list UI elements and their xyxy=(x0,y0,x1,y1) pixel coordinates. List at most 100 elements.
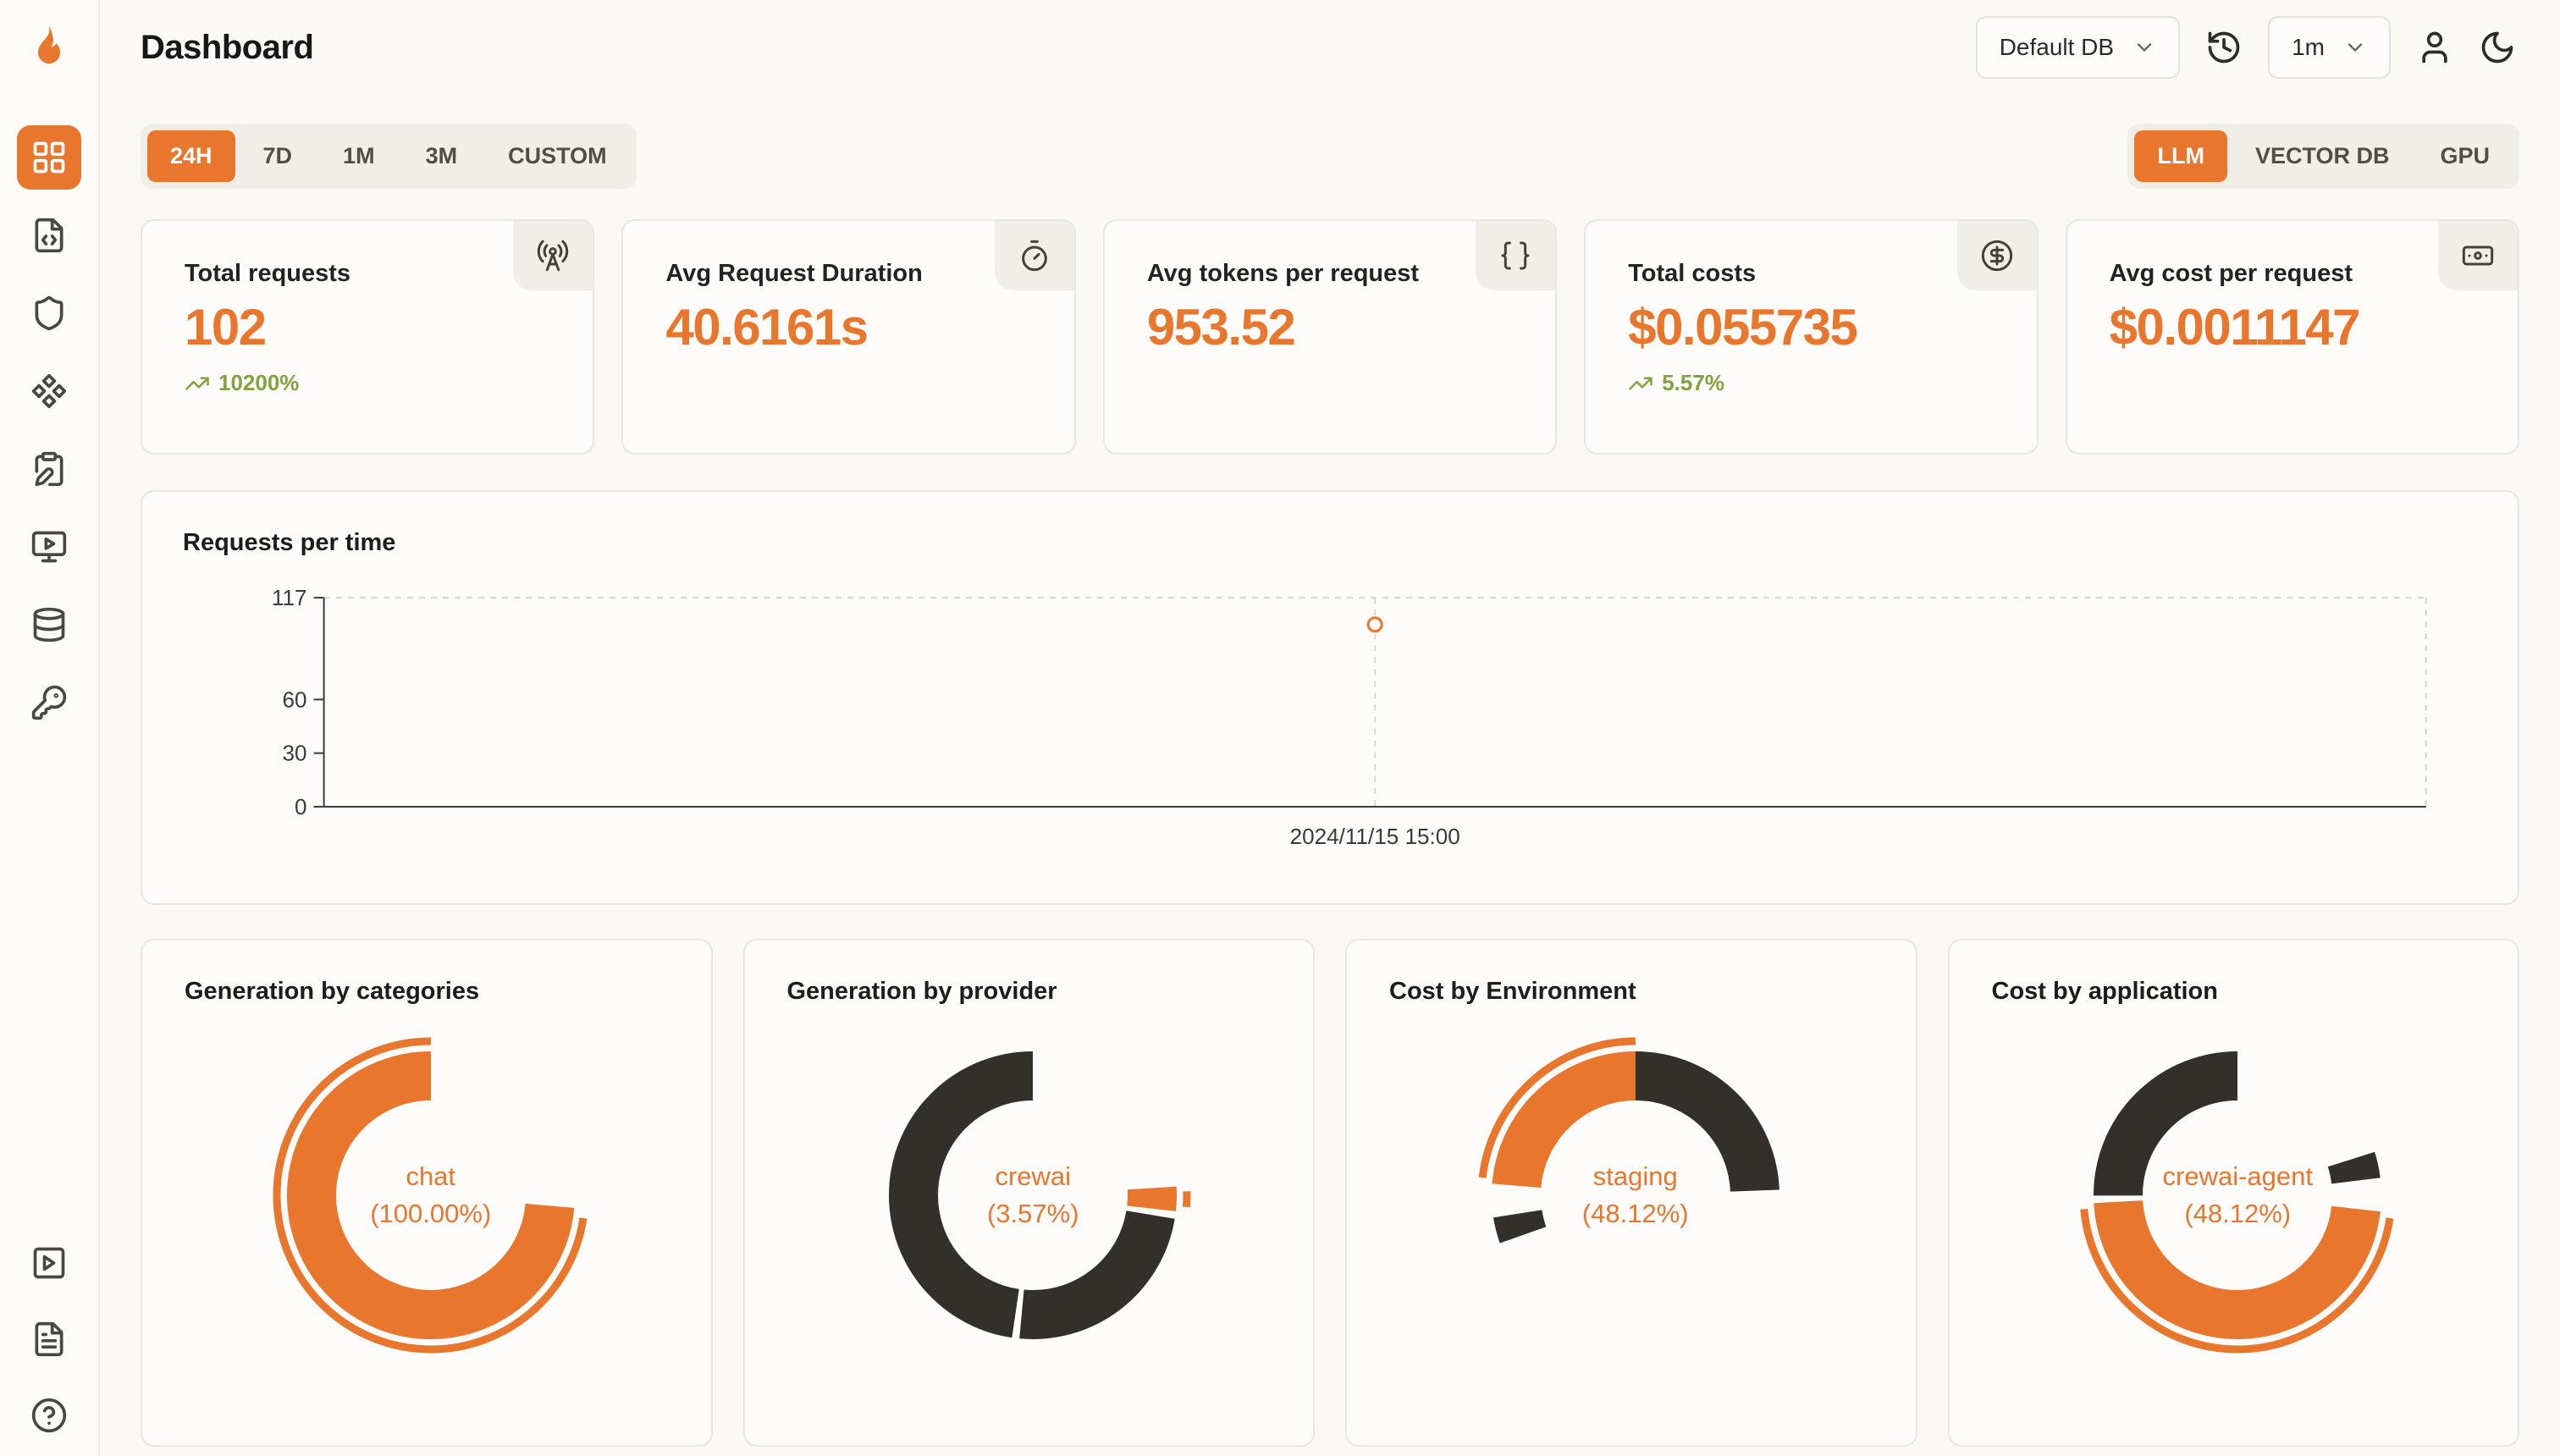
braces-icon xyxy=(1501,241,1530,270)
stat-label: Avg cost per request xyxy=(2109,260,2353,287)
stat-change: 5.57% xyxy=(1628,370,2002,396)
database-select[interactable]: Default DB xyxy=(1975,16,2181,79)
database-select-value: Default DB xyxy=(1999,34,2115,60)
generation-by-provider-card: Generation by provider crewai (3.57%) xyxy=(742,939,1315,1447)
sidebar-item-requests[interactable] xyxy=(17,203,81,267)
stat-card-avg-duration: Avg Request Duration 40.6161s xyxy=(621,219,1076,455)
donut-row: Generation by categories chat (100.00%) … xyxy=(141,939,2519,1447)
stat-card-avg-tokens: Avg tokens per request 953.52 xyxy=(1102,219,1558,455)
application-donut-chart[interactable]: crewai-agent (48.12%) xyxy=(2068,1026,2407,1365)
theme-toggle-button[interactable] xyxy=(2479,29,2516,66)
sidebar-item-integrations[interactable] xyxy=(17,359,81,423)
cost-by-environment-card: Cost by Environment staging (48.12%) xyxy=(1345,939,1917,1447)
file-code-icon xyxy=(35,218,63,253)
trending-up-icon xyxy=(185,377,209,389)
tab-gpu[interactable]: GPU xyxy=(2417,130,2513,182)
tab-7d[interactable]: 7D xyxy=(240,130,316,182)
stat-card-avg-cost: Avg cost per request $0.0011147 xyxy=(2065,219,2520,455)
stat-label: Avg tokens per request xyxy=(1146,260,1420,287)
sidebar-item-api-keys[interactable] xyxy=(17,670,81,735)
interval-select-value: 1m xyxy=(2292,34,2325,60)
timer-icon xyxy=(1021,240,1047,272)
sidebar-item-playground[interactable] xyxy=(17,515,81,579)
clipboard-pen-icon xyxy=(35,451,63,487)
chart-title: Cost by Environment xyxy=(1389,978,1636,1005)
tab-llm[interactable]: LLM xyxy=(2134,130,2227,182)
filter-row: 24H 7D 1M 3M CUSTOM LLM VECTOR DB GPU xyxy=(141,124,2519,189)
sidebar-item-getting-started[interactable] xyxy=(17,1231,81,1295)
provider-donut-chart[interactable]: crewai (3.57%) xyxy=(863,1026,1202,1365)
refresh-rate-button[interactable] xyxy=(2205,29,2243,66)
donut-svg-host xyxy=(1466,1026,1805,1365)
svg-text:0: 0 xyxy=(295,794,307,819)
svg-text:60: 60 xyxy=(283,687,307,712)
stat-badge xyxy=(513,221,593,290)
stat-badge xyxy=(994,221,1074,290)
circle-help-icon xyxy=(31,1398,67,1433)
stat-badge xyxy=(1476,221,1556,290)
moon-icon xyxy=(2481,31,2513,63)
sidebar-bottom-nav xyxy=(17,1231,81,1456)
sidebar-item-prompts[interactable] xyxy=(17,437,81,501)
tab-24h[interactable]: 24H xyxy=(147,130,235,182)
sidebar-item-support[interactable] xyxy=(17,1383,81,1448)
stat-card-total-costs: Total costs $0.055735 5.57% xyxy=(1584,219,2039,455)
square-play-icon xyxy=(33,1247,65,1279)
stat-label: Total costs xyxy=(1628,260,1757,287)
header: Dashboard Default DB 1m xyxy=(100,0,2560,95)
tab-3m[interactable]: 3M xyxy=(403,130,481,182)
stat-badge xyxy=(2438,221,2519,290)
generation-by-categories-card: Generation by categories chat (100.00%) xyxy=(141,939,713,1447)
sidebar-item-exceptions[interactable] xyxy=(17,281,81,345)
profile-button[interactable] xyxy=(2416,29,2453,66)
layout-grid-icon xyxy=(33,141,65,174)
requests-line-chart[interactable]: 0 30 60 117 2024/11/15 15:00 xyxy=(183,579,2477,859)
sidebar-item-dashboard[interactable] xyxy=(17,125,81,190)
component-icon xyxy=(31,373,67,409)
tab-custom[interactable]: CUSTOM xyxy=(485,130,630,182)
donut-svg-host xyxy=(2068,1026,2407,1365)
chevron-down-icon xyxy=(2348,43,2363,52)
tab-1m[interactable]: 1M xyxy=(320,130,398,182)
tab-vector-db[interactable]: VECTOR DB xyxy=(2232,130,2413,182)
monitor-play-icon xyxy=(31,531,67,563)
source-tabs: LLM VECTOR DB GPU xyxy=(2127,124,2519,189)
stats-row: Total requests 102 10200% Avg Request Du… xyxy=(141,219,2520,455)
stat-value: 953.52 xyxy=(1146,299,1296,356)
stat-value: 102 xyxy=(185,299,267,356)
stat-change-value: 5.57% xyxy=(1662,370,1724,395)
time-range-tabs: 24H 7D 1M 3M CUSTOM xyxy=(141,124,637,189)
content: 24H 7D 1M 3M CUSTOM LLM VECTOR DB GPU xyxy=(100,95,2560,1456)
sidebar-item-databases[interactable] xyxy=(17,593,81,657)
main-area: Dashboard Default DB 1m xyxy=(100,0,2560,1456)
sidebar-nav xyxy=(17,95,81,735)
circle-dollar-sign-icon xyxy=(1981,240,2012,272)
svg-text:30: 30 xyxy=(283,741,307,766)
key-icon xyxy=(31,685,67,720)
chart-title: Requests per time xyxy=(183,529,396,556)
history-icon xyxy=(2208,31,2240,63)
page-title: Dashboard xyxy=(141,28,314,66)
stat-change-value: 10200% xyxy=(218,370,300,395)
app-logo[interactable] xyxy=(25,0,74,95)
banknote-icon xyxy=(2462,245,2494,266)
stat-value: $0.0011147 xyxy=(2109,299,2361,356)
chart-title: Generation by categories xyxy=(185,978,480,1005)
header-controls: Default DB 1m xyxy=(1975,16,2516,79)
stat-value: $0.055735 xyxy=(1628,299,1858,356)
stat-card-total-requests: Total requests 102 10200% xyxy=(141,219,595,455)
svg-text:117: 117 xyxy=(272,585,307,610)
categories-donut-chart[interactable]: chat (100.00%) xyxy=(262,1026,600,1365)
stat-label: Total requests xyxy=(185,260,351,287)
stat-label: Avg Request Duration xyxy=(665,260,923,287)
flame-logo-icon xyxy=(37,25,61,64)
stat-badge xyxy=(1956,221,2037,290)
sidebar-item-docs[interactable] xyxy=(17,1307,81,1371)
interval-select[interactable]: 1m xyxy=(2268,16,2391,79)
file-text-icon xyxy=(35,1321,63,1357)
donut-svg-host xyxy=(262,1026,600,1365)
svg-text:2024/11/15 15:00: 2024/11/15 15:00 xyxy=(1290,824,1460,849)
stat-change: 10200% xyxy=(185,370,559,396)
environment-donut-chart[interactable]: staging (48.12%) xyxy=(1466,1026,1805,1365)
trending-up-icon xyxy=(1629,377,1652,389)
